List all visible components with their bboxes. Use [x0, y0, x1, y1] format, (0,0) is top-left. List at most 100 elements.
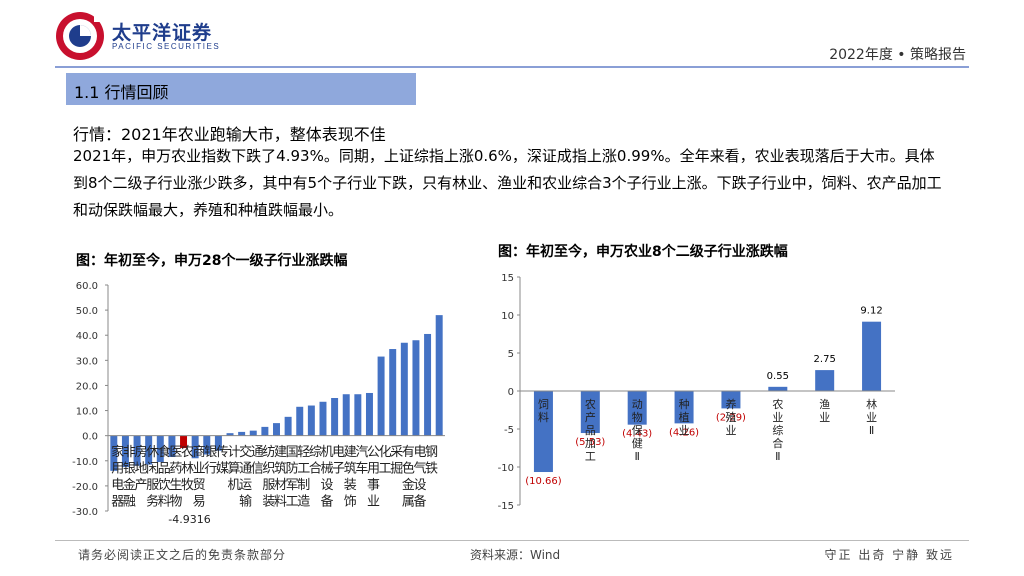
- company-motto: 守正 出奇 宁静 致远: [824, 548, 954, 562]
- chart2-y-tick-label: -15: [498, 501, 514, 512]
- chart1-category-char: 子: [332, 462, 345, 477]
- chart2-data-label: 0.55: [767, 371, 789, 382]
- chart1-category-label: 综合: [309, 445, 322, 477]
- chart1-category-char: 融: [123, 495, 136, 510]
- chart1-category-char: 媒: [216, 462, 229, 477]
- chart1-bar: [424, 333, 432, 436]
- chart1-bar: [365, 392, 373, 436]
- chart1-category-char: 服: [146, 478, 159, 493]
- chart1-category-char: 易: [193, 495, 206, 510]
- chart1-bar: [389, 349, 397, 436]
- chart1-y-tick-label: -20.0: [72, 482, 98, 493]
- chart1-category-char: 制: [297, 478, 310, 493]
- chart1-category-label: 银行: [204, 445, 217, 477]
- chart2-category-char: 料: [538, 410, 549, 424]
- chart1-category-char: 钢: [425, 445, 438, 460]
- brand-name-english: PACIFIC SECURITIES: [112, 42, 221, 51]
- chart2-bar: [580, 391, 600, 434]
- chart1-category-char: 业: [193, 462, 206, 477]
- chart2-data-label: (5.53): [575, 437, 605, 448]
- chart2-category-char: 植: [679, 410, 690, 424]
- chart2-data-label: (10.66): [525, 476, 562, 487]
- chart2-category-char: 业: [866, 411, 877, 424]
- chart2-category-char: 种: [679, 397, 690, 411]
- chart1-bar: [214, 435, 222, 451]
- chart2-bar: [627, 391, 647, 425]
- chart1-category-char: 医: [169, 445, 182, 460]
- chart1-category-char: 机: [320, 445, 333, 460]
- chart2-category-char: 林: [866, 397, 877, 411]
- chart1-category-char: 林: [181, 462, 194, 477]
- chart2-bar: [721, 391, 741, 409]
- chart1-category-char: 化: [379, 445, 392, 460]
- chart1-category-label: 传媒: [216, 445, 229, 477]
- chart1-category-char: 电: [413, 445, 426, 460]
- chart1-category-char: 防: [286, 461, 299, 477]
- chart1-category-char: 农: [181, 445, 194, 460]
- chart1-category-char: 传: [216, 445, 229, 460]
- chart2-category-char: 饲: [538, 398, 549, 411]
- disclaimer-note: 请务必阅读正文之后的免责条款部分: [78, 548, 287, 562]
- chart2-category-label: 种植业: [679, 397, 690, 437]
- chart2-category-char: 业: [819, 411, 830, 424]
- chart2-category-char: Ⅱ: [775, 450, 780, 463]
- chart1-category-char: 工: [286, 495, 299, 510]
- chart2-category-char: 业: [679, 424, 690, 437]
- chart1-category-char: 行: [204, 462, 217, 477]
- chart1-bar: [168, 435, 176, 458]
- market-review-subtitle: 行情：2021年农业跑输大市，整体表现不佳: [73, 125, 386, 144]
- chart2-y-tick-label: 10: [501, 311, 514, 322]
- section-header: 1.1 行情回顾: [66, 73, 416, 105]
- chart2-category-char: 物: [632, 410, 643, 424]
- chart1-category-char: 造: [297, 495, 310, 510]
- chart2-category-label: 饲料: [538, 398, 549, 424]
- chart1-bar: [238, 431, 246, 436]
- chart1-category-char: 织: [262, 462, 275, 477]
- chart1-bar: [331, 398, 339, 436]
- chart2-category-char: 合: [772, 436, 783, 450]
- section-title: 1.1 行情回顾: [74, 83, 169, 102]
- chart1-category-char: 房: [135, 444, 148, 460]
- chart1-category-char: 掘: [390, 462, 403, 477]
- chart1-category-char: 色: [402, 461, 415, 477]
- chart1-category-char: 有: [402, 445, 415, 460]
- chart1-title: 图：年初至今，申万28个一级子行业涨跌幅: [76, 253, 348, 269]
- chart1-category-label: 电子: [332, 445, 345, 477]
- chart2-bar: [862, 321, 882, 391]
- chart1-category-char: 银: [123, 462, 136, 477]
- chart2-y-tick-label: 5: [508, 349, 514, 360]
- chart1-category-char: 军: [286, 478, 299, 493]
- chart1-category-label: 钢铁: [425, 445, 438, 477]
- chart1-category-char: 休: [146, 445, 159, 460]
- chart1-category-char: 物: [169, 495, 182, 510]
- chart2-y-tick-label: 0: [508, 387, 514, 398]
- chart1-category-char: 算: [228, 462, 241, 477]
- chart1-category-char: 用: [111, 462, 124, 477]
- chart2-category-char: 健: [632, 437, 643, 450]
- chart1-bar: [319, 401, 327, 436]
- chart1-category-char: 工: [379, 462, 392, 477]
- chart1-bar: [307, 405, 315, 436]
- chart2-bar: [768, 386, 788, 391]
- chart1-category-char: 牧: [181, 478, 194, 493]
- chart1-category-char: 器: [111, 495, 124, 510]
- chart1-category-char: 业: [367, 495, 380, 510]
- chart1-category-char: 轻: [297, 445, 310, 460]
- chart2-category-char: Ⅱ: [869, 424, 874, 437]
- chart1-y-tick-label: 40.0: [76, 331, 98, 342]
- chart1-category-char: 通: [239, 462, 252, 477]
- chart2-category-char: 养: [725, 397, 736, 411]
- chart1-category-char: 计: [228, 445, 241, 460]
- chart1-bar: [296, 406, 304, 436]
- chart1-category-char: 电: [111, 478, 124, 493]
- chart1-bar: [145, 435, 153, 465]
- chart1-y-tick-label: 50.0: [76, 306, 98, 317]
